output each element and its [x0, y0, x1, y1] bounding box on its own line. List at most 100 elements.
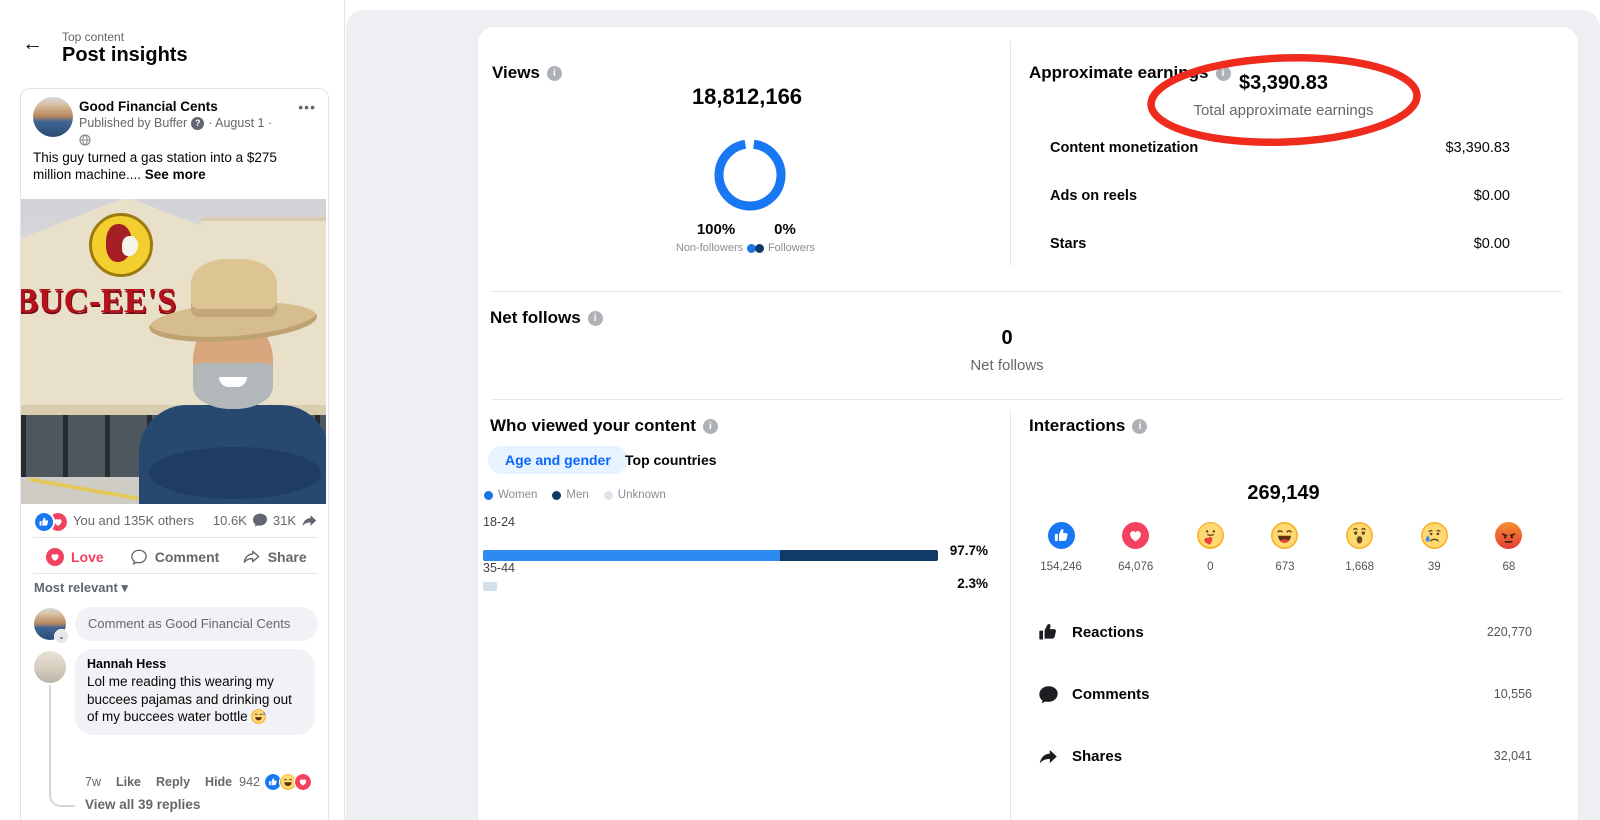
who-viewed-section-title: Who viewed your content i	[490, 416, 718, 436]
comment-outline-icon	[130, 549, 147, 565]
like-icon	[1047, 522, 1075, 549]
commenter-name[interactable]: Hannah Hess	[87, 657, 167, 671]
age-35-44-bar	[483, 582, 497, 591]
divider	[33, 537, 318, 538]
like-reaction: 154,246	[1032, 522, 1090, 573]
age-18-24-pct: 97.7%	[949, 543, 988, 558]
comment-count[interactable]: 10.6K	[212, 512, 247, 528]
info-icon[interactable]: i	[1132, 418, 1148, 434]
composer-avatar-badge[interactable]: ⌄	[54, 629, 69, 644]
earnings-subtitle: Total approximate earnings	[1193, 102, 1374, 119]
man-crossed-arms	[149, 447, 321, 499]
love-icon	[294, 773, 312, 791]
view-replies-link[interactable]: View all 39 replies	[85, 797, 201, 812]
age-18-24-bar	[483, 550, 938, 561]
comment-hide-link[interactable]: Hide	[205, 775, 233, 789]
cowboy-hat-crown	[191, 259, 277, 317]
post-text: This guy turned a gas station into a $27…	[33, 150, 277, 182]
women-segment	[483, 550, 780, 561]
haha-icon	[279, 773, 297, 791]
bucees-logo	[89, 213, 153, 277]
share-button[interactable]: Share	[224, 541, 324, 572]
post-meta: Published by Buffer ? · August 1 ·	[79, 116, 273, 130]
net-follows-section-title: Net follows i	[490, 308, 603, 328]
earnings-row: Ads on reels $0.00	[1050, 188, 1510, 204]
tab-age-and-gender[interactable]: Age and gender	[488, 446, 628, 474]
caret-down-icon: ▾	[121, 580, 128, 595]
post-card: Good Financial Cents Published by Buffer…	[20, 88, 329, 820]
love-button[interactable]: Love	[25, 541, 125, 572]
love-reaction: 64,076	[1107, 522, 1165, 573]
vertical-divider	[1010, 410, 1011, 820]
post-image[interactable]: BUC-EE'S	[21, 199, 326, 504]
horizontal-divider	[492, 291, 1562, 292]
men-dot	[552, 490, 562, 500]
comment-reply-link[interactable]: Reply	[156, 775, 191, 789]
followers-legend: 0% Followers	[740, 221, 830, 254]
age-bucket-label: 18-24	[483, 515, 515, 529]
comment-reactions[interactable]: 942	[239, 773, 312, 791]
wow-reaction: 1,668	[1331, 522, 1389, 573]
buffer-badge-icon[interactable]: ?	[191, 116, 205, 130]
comments-breakdown-row: Comments 10,556	[1038, 679, 1532, 709]
age-bucket-label: 35-44	[483, 561, 515, 575]
comment-bubble: Hannah Hess Lol me reading this wearing …	[75, 649, 315, 735]
info-icon[interactable]: i	[587, 310, 603, 326]
page-avatar[interactable]	[33, 97, 73, 137]
comment-like-link[interactable]: Like	[115, 775, 141, 789]
share-outline-icon	[243, 550, 260, 563]
earnings-row: Stars $0.00	[1050, 236, 1510, 252]
tab-top-countries[interactable]: Top countries	[625, 452, 717, 468]
sidebar: ← Top content Post insights Good Financi…	[0, 0, 344, 820]
info-icon[interactable]: i	[702, 418, 718, 434]
love-icon	[1122, 522, 1150, 549]
commenter-avatar[interactable]	[34, 651, 66, 683]
share-arrow-icon	[1039, 749, 1057, 764]
info-icon[interactable]: i	[546, 65, 562, 81]
sweat-grin-emoji	[251, 709, 267, 724]
comment-button[interactable]: Comment	[125, 541, 225, 572]
haha-reaction: 673	[1256, 522, 1314, 573]
women-dot	[484, 490, 493, 500]
like-icon	[33, 510, 55, 533]
reaction-pair[interactable]	[33, 510, 69, 533]
share-arrow-icon	[302, 514, 317, 526]
post-author[interactable]: Good Financial Cents	[79, 99, 218, 114]
net-follows-caption: Net follows	[970, 357, 1044, 374]
earnings-row: Content monetization $3,390.83	[1050, 140, 1510, 156]
see-more-link[interactable]: See more	[144, 167, 206, 182]
followers-dot	[754, 243, 764, 253]
angry-reaction: 68	[1480, 522, 1538, 573]
post-menu-icon[interactable]: •••	[298, 99, 316, 115]
unknown-dot	[603, 490, 613, 500]
reaction-count-text[interactable]: You and 135K others	[73, 512, 194, 528]
earnings-summary: $3,390.83 Total approximate earnings	[1029, 72, 1538, 119]
views-section-title: Views i	[492, 63, 562, 83]
back-arrow-icon[interactable]: ←	[22, 32, 43, 55]
share-count[interactable]: 31K	[272, 512, 296, 528]
insights-card: Views i 18,812,166 100% Non-followers 0%…	[478, 27, 1578, 820]
beaver-cheek	[122, 236, 138, 256]
wow-icon	[1346, 522, 1374, 549]
reactions-breakdown-row: Reactions 220,770	[1038, 617, 1532, 647]
comment-text: Lol me reading this wearing my buccees p…	[87, 674, 292, 724]
age-35-44-pct: 2.3%	[957, 576, 988, 591]
comment-composer-input[interactable]: Comment as Good Financial Cents	[75, 607, 318, 641]
horizontal-divider	[492, 399, 1562, 400]
sort-dropdown[interactable]: Most relevant ▾	[34, 580, 128, 595]
reactions-row: 154,246 64,076 0 673 1,668 39	[1032, 522, 1538, 573]
comment-meta-row: 7w Like Reply Hide 942	[85, 773, 312, 791]
earnings-total: $3,390.83	[1239, 72, 1328, 94]
comment-bubble-icon	[252, 513, 267, 527]
love-icon	[45, 547, 64, 566]
views-total: 18,812,166	[691, 84, 803, 109]
interactions-total: 269,149	[1247, 482, 1320, 504]
men-segment	[780, 550, 938, 561]
shares-breakdown-row: Shares 32,041	[1038, 741, 1532, 771]
bucees-sign-text: BUC-EE'S	[21, 281, 177, 320]
sad-icon	[1420, 522, 1448, 549]
reply-thread-line	[49, 685, 75, 807]
globe-icon	[79, 133, 91, 151]
action-bar: Love Comment Share	[25, 541, 324, 572]
